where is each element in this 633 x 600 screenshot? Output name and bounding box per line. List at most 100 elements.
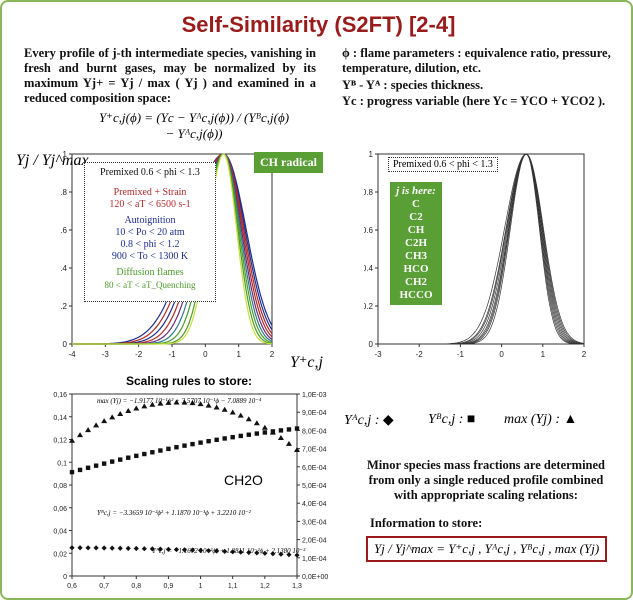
max-marker — [277, 435, 284, 441]
left-plot-xtick-label: 2 — [270, 350, 275, 359]
eq-a: Yᴬc,j = −1.1672 10⁻²ϕ² + 1.2811 10⁻²ϕ + … — [152, 547, 306, 555]
scaling-ytick-right-label: 7,0E-04 — [302, 447, 327, 454]
max-marker — [133, 405, 140, 411]
right-plot-ytick-label: 0 — [369, 340, 374, 349]
right-plot-curve — [378, 153, 585, 345]
ya-marker — [222, 548, 228, 554]
scaling-ytick-right-label: 4,0E-04 — [302, 501, 327, 508]
left-plot-legend: Premixed 0.6 < phi < 1.3 Premixed + Stra… — [84, 162, 216, 302]
definition-progress: Yc : progress variable (here Yc = YCO + … — [342, 94, 606, 108]
right-plot-ytick-label: 0.2 — [364, 302, 374, 311]
ya-marker — [214, 548, 220, 554]
definition-phi: ϕ : flame parameters : equivalence ratio… — [342, 46, 611, 75]
max-marker — [205, 402, 212, 408]
ya-marker — [197, 547, 204, 553]
left-plot-xlabel: Y⁺c,j — [290, 354, 323, 371]
max-marker — [165, 399, 172, 405]
max-marker — [69, 437, 75, 443]
ya-marker — [149, 546, 155, 552]
species-title: j is here: — [396, 185, 436, 197]
scaling-ytick-label: 0,06 — [53, 506, 67, 513]
max-marker — [237, 412, 244, 418]
scaling-ytick-label: 0,1 — [57, 460, 67, 467]
right-plot-header: Premixed 0.6 < phi < 1.3 — [388, 157, 498, 172]
left-plot-ylabel: Yj / Yj^max — [16, 152, 89, 169]
yb-marker — [158, 448, 163, 453]
yb-marker — [238, 433, 243, 439]
max-marker — [141, 403, 148, 409]
yb-marker — [286, 427, 292, 432]
yb-marker — [109, 459, 115, 464]
scaling-ytick-right-label: 2,0E-04 — [302, 538, 327, 545]
scaling-xtick-label: 0,6 — [67, 583, 77, 590]
yb-marker — [230, 434, 235, 440]
page-title: Self-Similarity (S2FT) [2-4] — [181, 12, 456, 37]
left-plot-ytick-label: 0.6 — [60, 226, 68, 235]
legend-auto-t: 900 < To < 1300 K — [111, 251, 189, 262]
yb-marker — [206, 438, 211, 444]
species-item: C — [412, 198, 420, 210]
scaling-ytick-right-label: 8,0E-04 — [302, 428, 327, 435]
legend-auto-title: Autoignition — [124, 215, 176, 226]
eq-b: Yᴮc,j = −3.3659 10⁻²ϕ² + 1.1870 10⁻¹ϕ + … — [97, 509, 251, 517]
yb-marker — [190, 441, 195, 447]
left-plot-xtick-label: 0 — [203, 350, 208, 359]
legend-diff-range: 80 < aT < aT_Quenching — [104, 280, 196, 290]
scaling-ytick-label: 0,12 — [53, 438, 67, 445]
max-marker — [117, 410, 124, 416]
max-marker — [77, 432, 84, 438]
left-plot-xtick-label: -2 — [135, 350, 143, 359]
species-item: HCCO — [399, 289, 433, 301]
legend-strain-range: 120 < aT < 6500 s-1 — [109, 199, 191, 210]
right-plot-xtick-label: -1 — [457, 350, 465, 359]
yb-marker — [182, 443, 187, 448]
minor-species-text: Minor species mass fractions are determi… — [366, 458, 606, 502]
species-item: C2H — [405, 237, 427, 249]
right-plot-ytick-label: 0.8 — [364, 188, 374, 197]
scaling-ytick-label: 0 — [63, 574, 67, 581]
scaling-ytick-label: 0,08 — [53, 483, 67, 490]
right-plot-xtick-label: 2 — [582, 350, 587, 359]
species-item: CH — [407, 224, 425, 236]
yb-marker — [294, 426, 300, 431]
legend-auto-phi: 0.8 < phi < 1.2 — [120, 239, 180, 250]
left-plot-ytick-label: 0.8 — [60, 188, 68, 197]
ya-marker — [141, 546, 147, 552]
right-plot-xtick-label: -3 — [374, 350, 382, 359]
scaling-ytick-right-label: 3,0E-04 — [302, 519, 327, 526]
scaling-xtick-label: 1,1 — [228, 583, 238, 590]
ya-marker — [101, 545, 107, 551]
main-formula: Y⁺c,j(ϕ) = (Yc − Yᴬc,j(ϕ)) / (Yᴮc,j(ϕ) −… — [98, 110, 290, 141]
scaling-ytick-right-label: 1,0E-04 — [302, 556, 327, 563]
scaling-ytick-label: 0,14 — [53, 415, 67, 422]
max-marker — [173, 399, 180, 405]
symbol-a: Yᴬc,j : ◆ — [344, 413, 394, 428]
yb-marker — [134, 453, 139, 459]
ya-marker — [93, 545, 99, 551]
scaling-xtick-label: 0,7 — [99, 583, 109, 590]
scaling-ytick-right-label: 9,0E-04 — [302, 410, 327, 417]
max-marker — [294, 447, 300, 453]
max-marker — [213, 404, 220, 410]
yb-marker — [77, 467, 83, 473]
yb-marker — [69, 469, 75, 475]
right-plot-xtick-label: -2 — [416, 350, 424, 359]
left-plot-ytick-label: 0 — [63, 340, 68, 349]
scaling-ytick-right-label: 0,0E+00 — [302, 574, 328, 581]
scaling-ytick-label: 0,16 — [53, 392, 67, 399]
right-plot-xtick-label: 1 — [541, 350, 546, 359]
max-marker — [253, 420, 260, 426]
max-marker — [101, 418, 108, 424]
max-marker — [157, 400, 164, 406]
ya-marker — [294, 552, 300, 558]
yb-marker — [150, 450, 155, 455]
species-list: j is here: C C2 CH C2H CH3 HCO CH2 HCCO — [390, 182, 442, 305]
species-item: HCO — [403, 263, 429, 275]
eq-max: max (Yj) = −1.9177 10⁻¹ϕ² + 3.5707 10⁻¹ϕ… — [97, 397, 262, 405]
definition-thickness: Yᴮ - Yᴬ : species thickness. — [342, 78, 484, 92]
max-marker — [261, 424, 268, 430]
scaling-ytick-right-label: 1,0E-03 — [302, 392, 327, 399]
left-plot-xtick-label: -1 — [168, 350, 176, 359]
ya-marker — [109, 545, 115, 551]
intro-text: Every profile of j-th intermediate speci… — [24, 46, 316, 105]
